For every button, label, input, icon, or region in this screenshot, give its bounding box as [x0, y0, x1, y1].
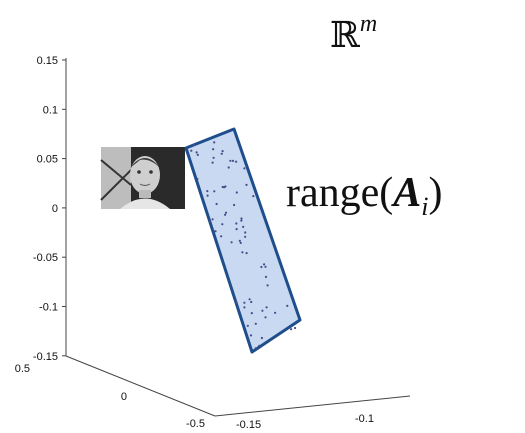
sample-dot: [260, 336, 263, 340]
z-tick-label: -0.1: [39, 302, 58, 314]
sample-dot: [241, 251, 244, 254]
sample-dot: [264, 275, 268, 278]
sample-dot: [213, 190, 216, 193]
sample-dot: [294, 326, 297, 330]
sample-points: [190, 141, 297, 350]
sample-dot: [245, 252, 248, 255]
sample-dot: [214, 230, 217, 233]
sample-dot: [235, 228, 238, 231]
range-matrix: A: [390, 170, 421, 216]
sample-dot: [240, 219, 243, 222]
sample-dot: [195, 151, 198, 154]
sample-dot: [243, 306, 246, 309]
sample-dot: [238, 239, 241, 242]
sample-dot: [213, 141, 216, 144]
sample-dot: [221, 223, 224, 226]
sample-dot: [211, 218, 214, 221]
sample-dot: [290, 328, 293, 331]
subspace-plane: [184, 127, 302, 354]
y-tick-label: 0.5: [15, 363, 30, 375]
sample-dot: [224, 213, 227, 216]
sample-dot: [235, 222, 238, 225]
y-tick-label: 0: [121, 391, 127, 403]
sample-dot: [246, 324, 249, 327]
sample-dot: [190, 149, 193, 152]
sample-dot: [240, 217, 243, 220]
sample-dot: [286, 304, 289, 307]
sample-dot: [206, 190, 209, 193]
sample-dot: [250, 312, 253, 315]
sample-dot: [254, 322, 257, 325]
sample-dot: [224, 211, 228, 214]
range-label: range(Ai): [286, 170, 443, 221]
sample-dot: [215, 202, 218, 206]
sample-dot: [252, 195, 255, 198]
z-tick-label: 0.15: [37, 55, 58, 67]
x-tick-label: -0.15: [236, 419, 261, 431]
range-subscript: i: [421, 192, 428, 221]
sample-dot: [196, 177, 199, 181]
sample-dot: [212, 156, 215, 159]
sample-dot: [274, 311, 277, 314]
sample-dot: [235, 191, 238, 194]
sample-dot: [235, 160, 238, 163]
sample-dot: [223, 186, 226, 189]
sample-dot: [265, 306, 268, 309]
sample-dot: [221, 150, 224, 153]
sample-dot: [206, 194, 209, 197]
range-suffix: ): [429, 170, 443, 216]
sample-dot: [242, 225, 245, 228]
space-symbol: ℝ: [330, 15, 361, 55]
sample-dot: [244, 231, 247, 234]
sample-dot: [209, 220, 212, 223]
sample-dot: [233, 203, 236, 207]
sample-dot: [227, 166, 230, 169]
z-tick-label: 0.1: [43, 104, 58, 116]
x-tick-label: -0.1: [355, 413, 374, 425]
y-tick-label: -0.5: [186, 418, 205, 430]
range-prefix: range(: [286, 170, 393, 216]
face-image: [100, 147, 185, 209]
sample-dot: [243, 301, 246, 304]
sample-dot: [229, 159, 232, 162]
sample-dot: [239, 241, 242, 244]
sample-dot: [220, 152, 223, 155]
sample-dot: [231, 159, 235, 162]
z-tick-label: 0.05: [37, 154, 58, 166]
sample-dot: [220, 235, 223, 238]
space-title: ℝm: [330, 11, 377, 55]
sample-dot: [230, 241, 233, 244]
space-superscript: m: [360, 11, 377, 37]
sample-dot: [243, 167, 246, 170]
z-tick-label: -0.15: [33, 351, 58, 363]
sample-dot: [249, 334, 253, 337]
sample-dot: [260, 265, 263, 269]
sample-dot: [245, 183, 248, 186]
z-tick-label: -0.05: [33, 252, 58, 264]
sample-dot: [264, 265, 267, 268]
sample-dot: [244, 235, 247, 238]
sample-dot: [248, 298, 251, 301]
sample-dot: [261, 309, 264, 312]
sample-dot: [196, 153, 199, 156]
sample-dot: [212, 148, 215, 151]
sample-dot: [266, 284, 269, 287]
sample-dot: [235, 301, 238, 304]
y-axis: [65, 355, 216, 417]
x-axis: [214, 395, 411, 417]
sample-dot: [211, 161, 214, 164]
z-tick-label: 0: [52, 203, 58, 215]
sample-dot: [250, 300, 253, 304]
sample-dot: [254, 347, 257, 350]
sample-dot: [263, 263, 266, 266]
sample-dot: [192, 144, 196, 147]
sample-dot: [264, 316, 267, 319]
sample-dot: [258, 344, 261, 347]
